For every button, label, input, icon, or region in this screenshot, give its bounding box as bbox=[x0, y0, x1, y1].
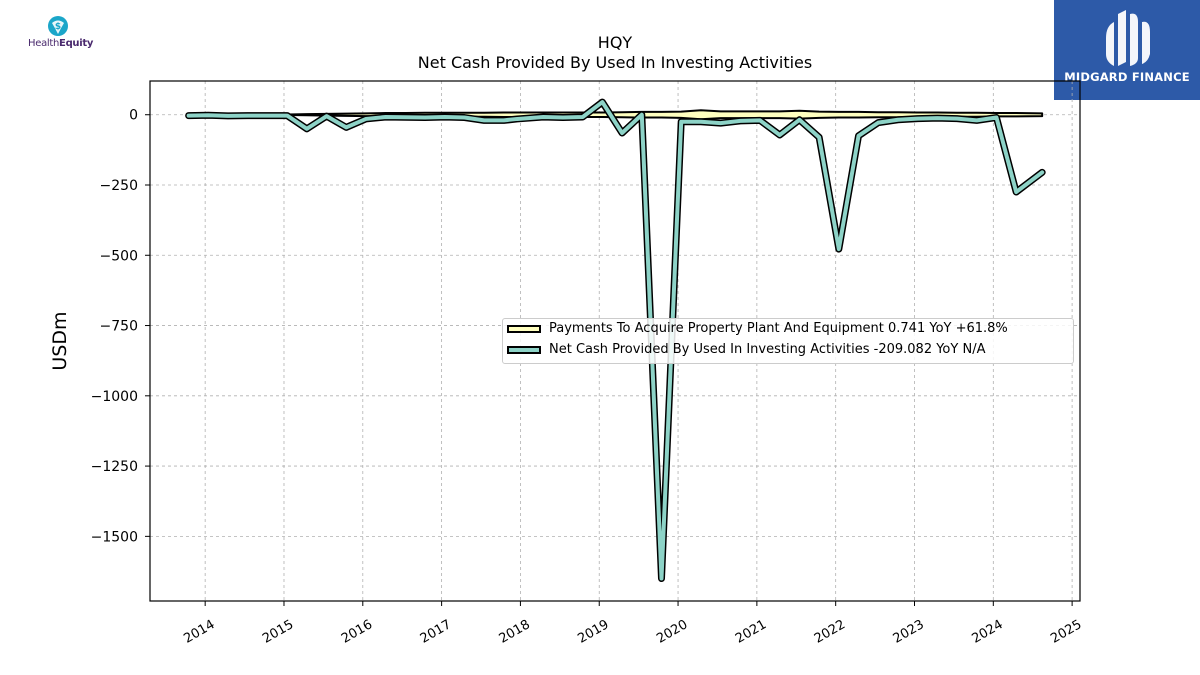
y-tick-label: 0 bbox=[129, 108, 138, 124]
axes-frame bbox=[149, 80, 1081, 602]
healthequity-wordmark-bold: Equity bbox=[59, 38, 94, 49]
y-axis-label: USDm bbox=[49, 311, 71, 370]
legend-item-investing: Net Cash Provided By Used In Investing A… bbox=[503, 341, 1073, 361]
axis-ticks: 2014 2015 2016 2017 2018 2019 2020 2021 2022 2023… bbox=[91, 108, 1085, 647]
series-layer bbox=[185, 98, 1046, 583]
legend-suffix-capex: 0.741 YoY +61.8% bbox=[888, 321, 1008, 336]
legend-suffix-investing: -209.082 YoY N/A bbox=[873, 342, 986, 357]
y-tick-label: −500 bbox=[100, 248, 138, 264]
x-tick-label: 2016 bbox=[339, 617, 375, 647]
dollar-shield-icon: $ bbox=[48, 16, 68, 36]
y-tick-label: −1250 bbox=[91, 459, 138, 475]
x-tick-label: 2020 bbox=[654, 617, 690, 647]
legend-label-investing: Net Cash Provided By Used In Investing A… bbox=[549, 342, 985, 357]
legend-swatch-investing bbox=[507, 346, 541, 354]
legend-item-capex: Payments To Acquire Property Plant And E… bbox=[503, 320, 1073, 340]
y-tick-label: −250 bbox=[100, 178, 138, 194]
x-tick-label: 2023 bbox=[891, 617, 927, 647]
x-tick-label: 2015 bbox=[260, 617, 296, 647]
svg-text:$: $ bbox=[55, 22, 61, 32]
series-investing-line bbox=[186, 100, 1045, 581]
midgard-m-icon bbox=[1106, 10, 1150, 66]
healthequity-logo: $ HealthEquity bbox=[24, 14, 114, 54]
y-tick-label: −1500 bbox=[91, 529, 138, 545]
healthequity-wordmark: HealthEquity bbox=[28, 38, 93, 49]
legend-series-name-capex: Payments To Acquire Property Plant And E… bbox=[549, 321, 884, 336]
x-tick-label: 2018 bbox=[497, 617, 533, 647]
legend-label-capex: Payments To Acquire Property Plant And E… bbox=[549, 321, 1008, 336]
chart-legend: Payments To Acquire Property Plant And E… bbox=[502, 318, 1074, 364]
x-tick-label: 2017 bbox=[418, 617, 454, 647]
x-tick-label: 2021 bbox=[733, 617, 769, 647]
chart-subtitle: Net Cash Provided By Used In Investing A… bbox=[417, 53, 813, 72]
midgard-finance-logo: MIDGARD FINANCE bbox=[1054, 0, 1200, 100]
x-tick-label: 2025 bbox=[1048, 617, 1084, 647]
healthequity-wordmark-main: Health bbox=[28, 38, 60, 49]
x-tick-label: 2022 bbox=[812, 617, 848, 647]
x-tick-label: 2019 bbox=[575, 617, 611, 647]
x-tick-label: 2014 bbox=[181, 617, 217, 647]
y-tick-label: −750 bbox=[100, 319, 138, 335]
legend-series-name-investing: Net Cash Provided By Used In Investing A… bbox=[549, 342, 870, 357]
x-tick-label: 2024 bbox=[969, 617, 1005, 647]
midgard-finance-wordmark: MIDGARD FINANCE bbox=[1064, 70, 1190, 84]
chart-title: HQY bbox=[597, 33, 633, 52]
y-tick-label: −1000 bbox=[91, 389, 138, 405]
legend-swatch-capex bbox=[507, 325, 541, 333]
